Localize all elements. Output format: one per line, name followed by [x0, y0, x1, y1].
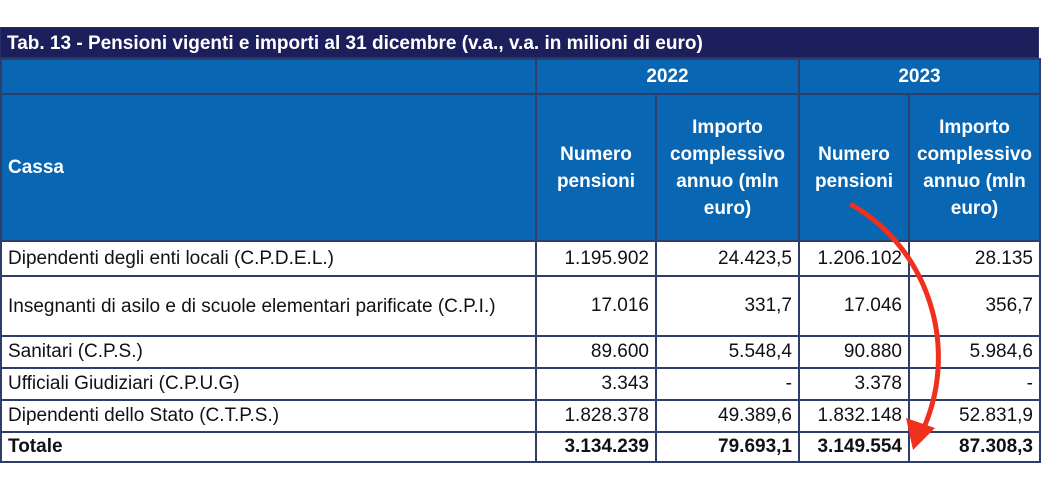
cell-value: 5.984,6	[908, 335, 1041, 369]
cell-value: -	[655, 367, 800, 401]
row-label: Ufficiali Giudiziari (C.P.U.G)	[0, 367, 537, 401]
row-label: Sanitari (C.P.S.)	[0, 335, 537, 369]
cell-value: 3.378	[798, 367, 910, 401]
cell-value: 52.831,9	[908, 399, 1041, 433]
table-row: Dipendenti degli enti locali (C.P.D.E.L.…	[0, 240, 1041, 277]
table-title: Tab. 13 - Pensioni vigenti e importi al …	[0, 27, 1039, 58]
cell-value: 1.195.902	[535, 240, 657, 277]
cell-value: 1.832.148	[798, 399, 910, 433]
header-numero-2022: Numero pensioni	[535, 93, 657, 242]
cell-value: 90.880	[798, 335, 910, 369]
row-label: Dipendenti dello Stato (C.T.P.S.)	[0, 399, 537, 433]
cell-value: 24.423,5	[655, 240, 800, 277]
table-row: Ufficiali Giudiziari (C.P.U.G) 3.343-3.37…	[0, 367, 1041, 401]
table-row: Sanitari (C.P.S.) 89.600 5.548,4 90.880 5.98…	[0, 335, 1041, 369]
header-cassa: Cassa	[0, 93, 537, 242]
cell-value: 79.693,1	[655, 431, 800, 463]
cell-value: 28.135	[908, 240, 1041, 277]
cell-value: -	[908, 367, 1041, 401]
cell-value: 49.389,6	[655, 399, 800, 433]
header-importo-2022: Importo complessivo annuo (mln euro)	[655, 93, 800, 242]
row-label: Insegnanti di asilo e di scuole elementa…	[0, 275, 537, 337]
header-empty	[0, 58, 537, 95]
pensions-table: 2022 2023 Cassa Numero pensioni Importo …	[0, 58, 1041, 463]
cell-value: 1.206.102	[798, 240, 910, 277]
cell-value: 89.600	[535, 335, 657, 369]
cell-value: 87.308,3	[908, 431, 1041, 463]
row-label: Totale	[0, 431, 537, 463]
cell-value: 3.149.554	[798, 431, 910, 463]
cell-value: 5.548,4	[655, 335, 800, 369]
cell-value: 17.016	[535, 275, 657, 337]
total-row: Totale 3.134.239 79.693,1 3.149.554 87.308,3	[0, 431, 1041, 463]
table-row: Insegnanti di asilo e di scuole elementa…	[0, 275, 1041, 337]
cell-value: 3.134.239	[535, 431, 657, 463]
cell-value: 331,7	[655, 275, 800, 337]
cell-value: 356,7	[908, 275, 1041, 337]
year-2022: 2022	[535, 58, 800, 95]
cell-value: 3.343	[535, 367, 657, 401]
cell-value: 1.828.378	[535, 399, 657, 433]
row-label: Dipendenti degli enti locali (C.P.D.E.L.…	[0, 240, 537, 277]
table-row: Dipendenti dello Stato (C.T.P.S.) 1.828.3…	[0, 399, 1041, 433]
cell-value: 17.046	[798, 275, 910, 337]
header-numero-2023: Numero pensioni	[798, 93, 910, 242]
header-importo-2023: Importo complessivo annuo (mln euro)	[908, 93, 1041, 242]
year-2023: 2023	[798, 58, 1041, 95]
